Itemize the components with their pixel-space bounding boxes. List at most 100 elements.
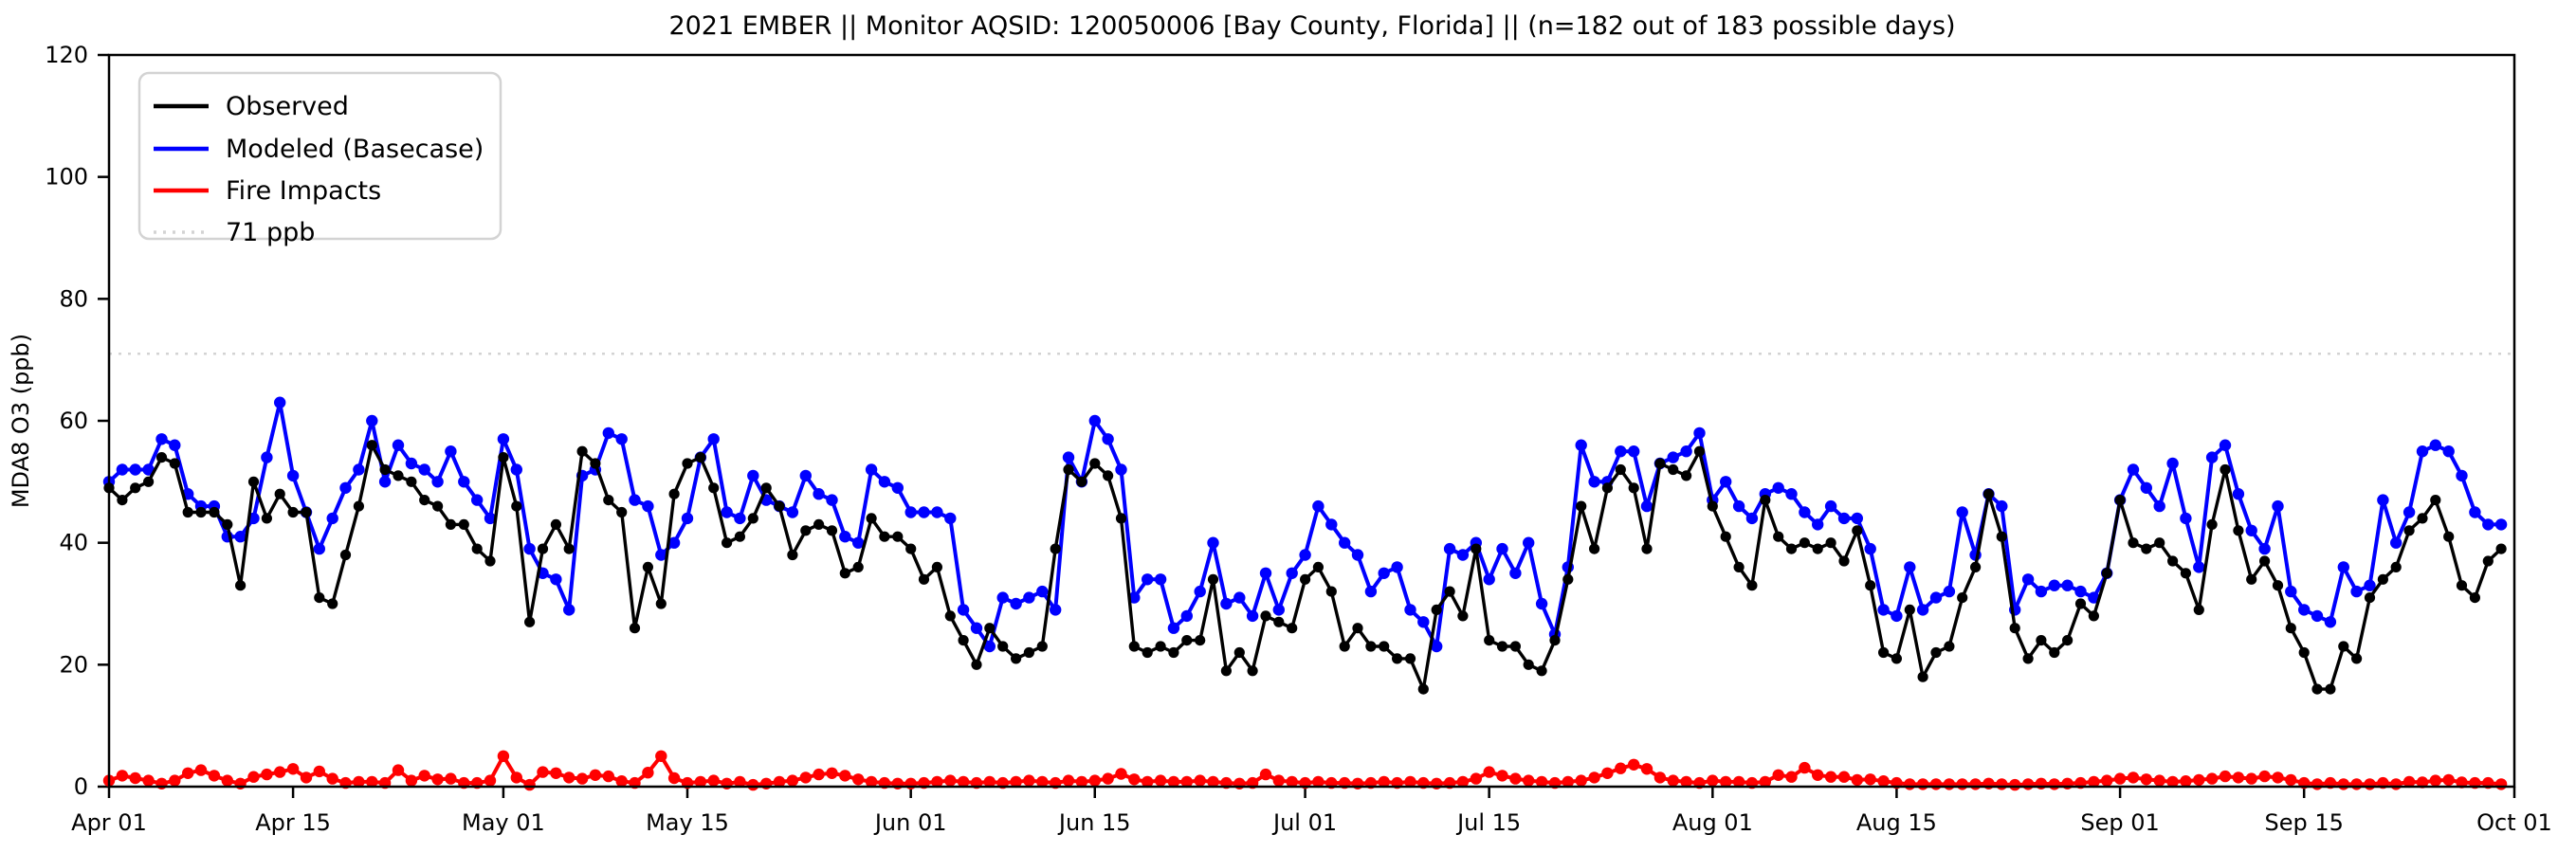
data-point bbox=[2469, 506, 2481, 518]
data-point bbox=[129, 463, 141, 476]
data-point bbox=[2351, 653, 2363, 664]
data-point bbox=[642, 767, 654, 779]
data-point bbox=[182, 767, 194, 779]
data-point bbox=[1312, 561, 1324, 573]
data-point bbox=[261, 768, 273, 781]
data-point bbox=[655, 598, 667, 609]
data-point bbox=[1207, 775, 1219, 789]
data-point bbox=[1115, 768, 1127, 780]
data-point bbox=[1379, 641, 1390, 652]
x-tick-label: Jun 01 bbox=[873, 809, 947, 836]
data-point bbox=[1154, 774, 1167, 787]
data-point bbox=[510, 463, 522, 476]
data-point bbox=[1443, 542, 1456, 555]
data-point bbox=[1615, 463, 1626, 476]
data-point bbox=[129, 771, 141, 785]
data-point bbox=[1760, 495, 1771, 506]
data-point bbox=[1260, 610, 1271, 622]
data-point bbox=[2021, 573, 2035, 586]
data-point bbox=[1325, 518, 1338, 531]
data-point bbox=[1286, 775, 1298, 789]
data-point bbox=[405, 457, 418, 470]
data-point bbox=[984, 623, 996, 634]
data-point bbox=[497, 433, 510, 445]
data-point bbox=[2219, 770, 2232, 783]
data-point bbox=[1247, 665, 1258, 677]
data-point bbox=[852, 536, 865, 549]
data-point bbox=[1142, 573, 1154, 586]
data-point bbox=[2009, 623, 2020, 634]
data-point bbox=[1601, 767, 1614, 779]
data-point bbox=[1180, 609, 1194, 623]
data-point bbox=[1640, 763, 1653, 775]
data-point bbox=[1364, 585, 1378, 598]
data-point bbox=[1404, 775, 1416, 789]
data-point bbox=[392, 764, 405, 776]
data-point bbox=[734, 775, 746, 789]
data-point bbox=[261, 451, 273, 463]
data-point bbox=[2364, 592, 2376, 604]
data-point bbox=[498, 452, 509, 463]
x-tick-label: Sep 15 bbox=[2264, 809, 2343, 836]
data-point bbox=[1628, 758, 1640, 771]
data-point bbox=[1339, 536, 1351, 549]
data-point bbox=[1824, 499, 1837, 513]
data-point bbox=[1509, 567, 1522, 579]
data-point bbox=[958, 635, 969, 646]
data-point bbox=[247, 476, 260, 487]
data-point bbox=[1588, 771, 1600, 784]
data-point bbox=[707, 774, 720, 787]
data-point bbox=[1943, 778, 1956, 790]
data-point bbox=[589, 769, 602, 781]
data-point bbox=[1588, 476, 1600, 488]
data-point bbox=[1759, 775, 1772, 789]
data-point bbox=[1195, 635, 1206, 646]
data-point bbox=[615, 433, 628, 445]
data-point bbox=[1720, 531, 1731, 542]
data-point bbox=[2140, 481, 2152, 494]
data-point bbox=[326, 772, 338, 785]
data-point bbox=[1693, 445, 1706, 457]
data-point bbox=[326, 512, 338, 525]
data-point bbox=[681, 512, 694, 525]
data-point bbox=[1272, 604, 1286, 616]
data-point bbox=[1417, 616, 1430, 628]
data-point bbox=[865, 463, 878, 476]
data-point bbox=[1509, 641, 1521, 652]
data-point bbox=[1417, 683, 1429, 695]
data-point bbox=[2088, 591, 2100, 604]
data-point bbox=[2456, 469, 2468, 482]
data-point bbox=[1812, 518, 1824, 531]
data-point bbox=[1733, 561, 1745, 573]
data-point bbox=[484, 555, 496, 567]
data-point bbox=[1799, 506, 1811, 518]
data-point bbox=[1628, 445, 1640, 458]
data-point bbox=[142, 463, 155, 476]
data-point bbox=[563, 604, 575, 616]
data-point bbox=[1194, 585, 1206, 598]
data-point bbox=[2193, 604, 2204, 616]
data-point bbox=[1167, 622, 1180, 634]
data-point bbox=[1128, 641, 1140, 652]
data-point bbox=[2180, 568, 2191, 579]
data-point bbox=[602, 770, 614, 783]
data-point bbox=[2246, 573, 2257, 585]
data-point bbox=[1023, 774, 1035, 787]
data-point bbox=[642, 499, 654, 513]
data-point bbox=[1246, 609, 1259, 623]
data-point bbox=[615, 775, 628, 788]
data-point bbox=[2272, 580, 2284, 591]
data-point bbox=[2298, 604, 2311, 616]
y-axis-ticks: 0 20 40 60 80 100 120 bbox=[45, 42, 109, 800]
data-point bbox=[1982, 488, 1995, 499]
data-point bbox=[286, 763, 300, 775]
data-point bbox=[418, 463, 430, 476]
data-point bbox=[1772, 769, 1784, 781]
data-point bbox=[1864, 542, 1876, 555]
data-point bbox=[1837, 512, 1851, 525]
data-point bbox=[1233, 646, 1245, 659]
data-point bbox=[2402, 506, 2416, 518]
x-tick-label: Jul 01 bbox=[1271, 809, 1337, 836]
data-point bbox=[116, 770, 129, 782]
data-point bbox=[2154, 537, 2165, 549]
